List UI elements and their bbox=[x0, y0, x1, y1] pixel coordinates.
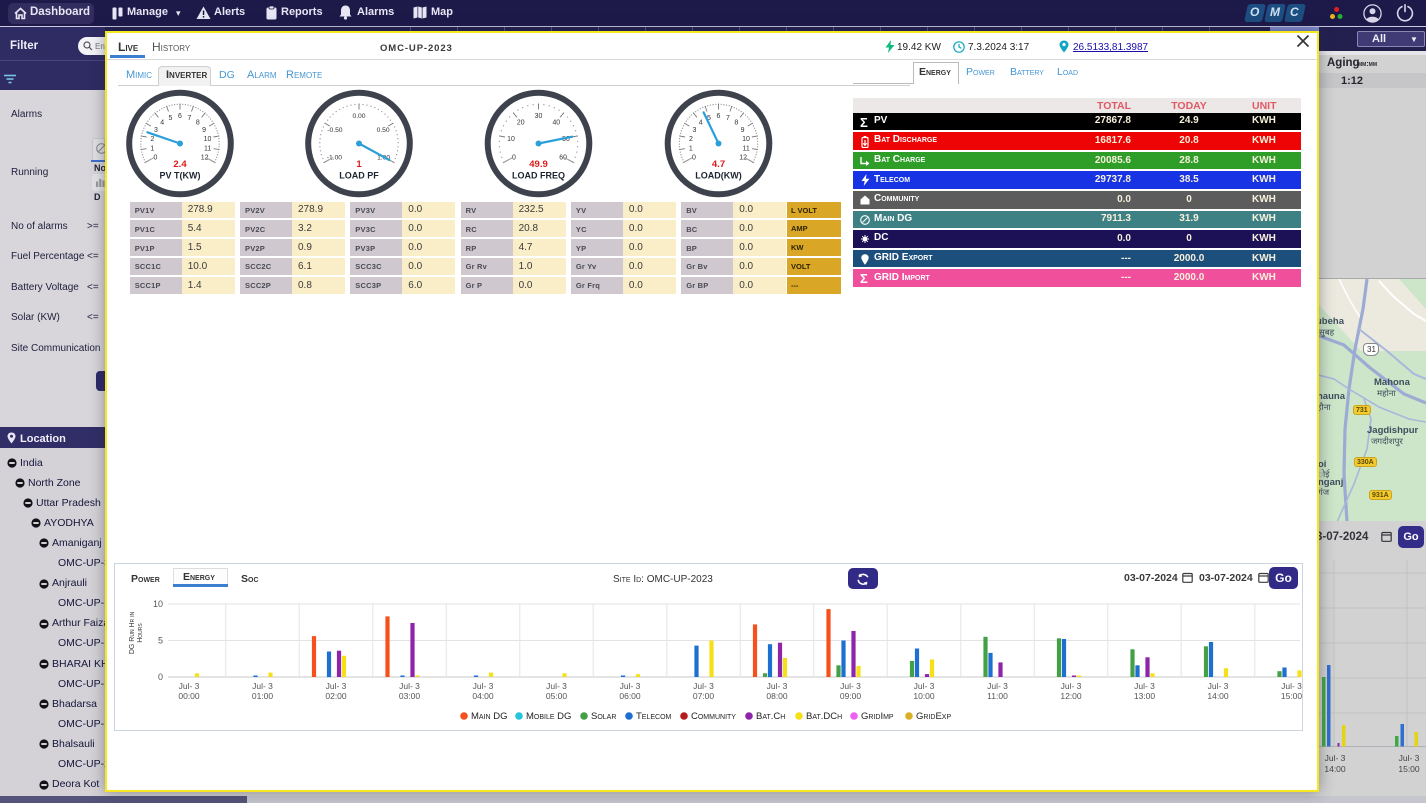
svg-text:15:00: 15:00 bbox=[1281, 691, 1303, 701]
svg-text:Jul- 3: Jul- 3 bbox=[1281, 681, 1302, 691]
svg-text:0.00: 0.00 bbox=[352, 113, 365, 120]
svg-text:2.4: 2.4 bbox=[173, 159, 187, 170]
svg-text:08:00: 08:00 bbox=[766, 691, 788, 701]
svg-text:Jul- 3: Jul- 3 bbox=[399, 681, 420, 691]
svg-text:30: 30 bbox=[535, 113, 543, 120]
svg-text:Hours: Hours bbox=[137, 623, 144, 643]
svg-text:5: 5 bbox=[707, 115, 711, 122]
svg-text:4: 4 bbox=[699, 120, 703, 127]
svg-text:LOAD FREQ: LOAD FREQ bbox=[512, 171, 565, 181]
svg-text:1: 1 bbox=[150, 146, 154, 153]
svg-text:6: 6 bbox=[717, 113, 721, 120]
svg-text:00:00: 00:00 bbox=[178, 691, 200, 701]
svg-text:15:00: 15:00 bbox=[1398, 764, 1420, 774]
svg-text:Jul- 3: Jul- 3 bbox=[1325, 753, 1346, 763]
svg-text:04:00: 04:00 bbox=[472, 691, 494, 701]
svg-text:Bat.DCh: Bat.DCh bbox=[806, 711, 842, 722]
svg-text:11: 11 bbox=[204, 146, 211, 153]
svg-text:06:00: 06:00 bbox=[619, 691, 641, 701]
svg-text:0: 0 bbox=[512, 155, 516, 162]
svg-text:2: 2 bbox=[689, 136, 693, 143]
svg-text:60: 60 bbox=[559, 155, 567, 162]
svg-text:Jul- 3: Jul- 3 bbox=[767, 681, 788, 691]
svg-text:50: 50 bbox=[562, 136, 570, 143]
svg-text:Jul- 3: Jul- 3 bbox=[179, 681, 200, 691]
svg-text:7: 7 bbox=[188, 115, 192, 122]
svg-text:Telecom: Telecom bbox=[636, 711, 672, 722]
svg-text:GridImp: GridImp bbox=[861, 711, 894, 722]
svg-text:20: 20 bbox=[517, 120, 525, 127]
svg-text:1: 1 bbox=[689, 146, 693, 153]
svg-text:10: 10 bbox=[153, 599, 163, 609]
svg-text:Community: Community bbox=[691, 711, 736, 722]
svg-text:Jul- 3: Jul- 3 bbox=[473, 681, 494, 691]
svg-text:9: 9 bbox=[741, 127, 745, 134]
svg-text:Jul- 3: Jul- 3 bbox=[546, 681, 567, 691]
svg-text:5: 5 bbox=[169, 115, 173, 122]
svg-text:PV T(KW): PV T(KW) bbox=[160, 171, 201, 181]
svg-text:13:00: 13:00 bbox=[1134, 691, 1156, 701]
svg-text:01:00: 01:00 bbox=[252, 691, 274, 701]
svg-text:1: 1 bbox=[356, 159, 362, 170]
svg-text:12: 12 bbox=[739, 155, 747, 162]
svg-text:10: 10 bbox=[742, 136, 750, 143]
svg-text:49.9: 49.9 bbox=[529, 159, 548, 170]
svg-text:14:00: 14:00 bbox=[1324, 764, 1346, 774]
svg-text:Jul- 3: Jul- 3 bbox=[1399, 753, 1420, 763]
svg-text:Main DG: Main DG bbox=[471, 711, 507, 722]
svg-text:Bat.Ch: Bat.Ch bbox=[756, 711, 785, 722]
svg-text:Mobile DG: Mobile DG bbox=[526, 711, 571, 722]
svg-text:0: 0 bbox=[158, 672, 163, 682]
svg-text:05:00: 05:00 bbox=[546, 691, 568, 701]
svg-text:02:00: 02:00 bbox=[325, 691, 347, 701]
svg-text:11: 11 bbox=[743, 146, 750, 153]
svg-text:4.7: 4.7 bbox=[712, 159, 725, 170]
svg-text:14:00: 14:00 bbox=[1207, 691, 1229, 701]
svg-text:LOAD PF: LOAD PF bbox=[339, 171, 379, 181]
svg-text:4: 4 bbox=[160, 120, 164, 127]
svg-text:12: 12 bbox=[201, 155, 209, 162]
svg-text:GridExp: GridExp bbox=[916, 711, 951, 722]
svg-text:DG Run Hr in: DG Run Hr in bbox=[129, 611, 136, 654]
svg-text:0.50: 0.50 bbox=[377, 127, 390, 134]
svg-text:Jul- 3: Jul- 3 bbox=[326, 681, 347, 691]
svg-text:2: 2 bbox=[151, 136, 155, 143]
svg-text:10:00: 10:00 bbox=[913, 691, 935, 701]
svg-text:7: 7 bbox=[726, 115, 730, 122]
svg-text:5: 5 bbox=[158, 636, 163, 646]
svg-text:Jul- 3: Jul- 3 bbox=[620, 681, 641, 691]
svg-text:9: 9 bbox=[202, 127, 206, 134]
svg-text:Jul- 3: Jul- 3 bbox=[1134, 681, 1155, 691]
svg-text:Jul- 3: Jul- 3 bbox=[987, 681, 1008, 691]
svg-text:6: 6 bbox=[178, 113, 182, 120]
svg-text:8: 8 bbox=[734, 120, 738, 127]
svg-text:Jul- 3: Jul- 3 bbox=[252, 681, 273, 691]
svg-text:Jul- 3: Jul- 3 bbox=[1208, 681, 1229, 691]
svg-text:07:00: 07:00 bbox=[693, 691, 715, 701]
svg-text:12:00: 12:00 bbox=[1060, 691, 1082, 701]
svg-text:03:00: 03:00 bbox=[399, 691, 421, 701]
svg-text:10: 10 bbox=[507, 136, 515, 143]
svg-text:3: 3 bbox=[692, 127, 696, 134]
svg-text:8: 8 bbox=[196, 120, 200, 127]
svg-text:0: 0 bbox=[153, 155, 157, 162]
svg-text:Jul- 3: Jul- 3 bbox=[1061, 681, 1082, 691]
svg-text:-1.00: -1.00 bbox=[327, 155, 343, 162]
svg-text:09:00: 09:00 bbox=[840, 691, 862, 701]
svg-text:10: 10 bbox=[204, 136, 212, 143]
svg-text:40: 40 bbox=[552, 120, 560, 127]
svg-text:11:00: 11:00 bbox=[987, 691, 1008, 701]
svg-text:0: 0 bbox=[692, 155, 696, 162]
svg-text:Jul- 3: Jul- 3 bbox=[914, 681, 935, 691]
svg-text:3: 3 bbox=[154, 127, 158, 134]
svg-text:Solar: Solar bbox=[591, 711, 616, 722]
svg-text:Jul- 3: Jul- 3 bbox=[840, 681, 861, 691]
svg-text:-0.50: -0.50 bbox=[327, 127, 343, 134]
svg-text:LOAD(KW): LOAD(KW) bbox=[695, 171, 742, 181]
svg-text:Jul- 3: Jul- 3 bbox=[693, 681, 714, 691]
